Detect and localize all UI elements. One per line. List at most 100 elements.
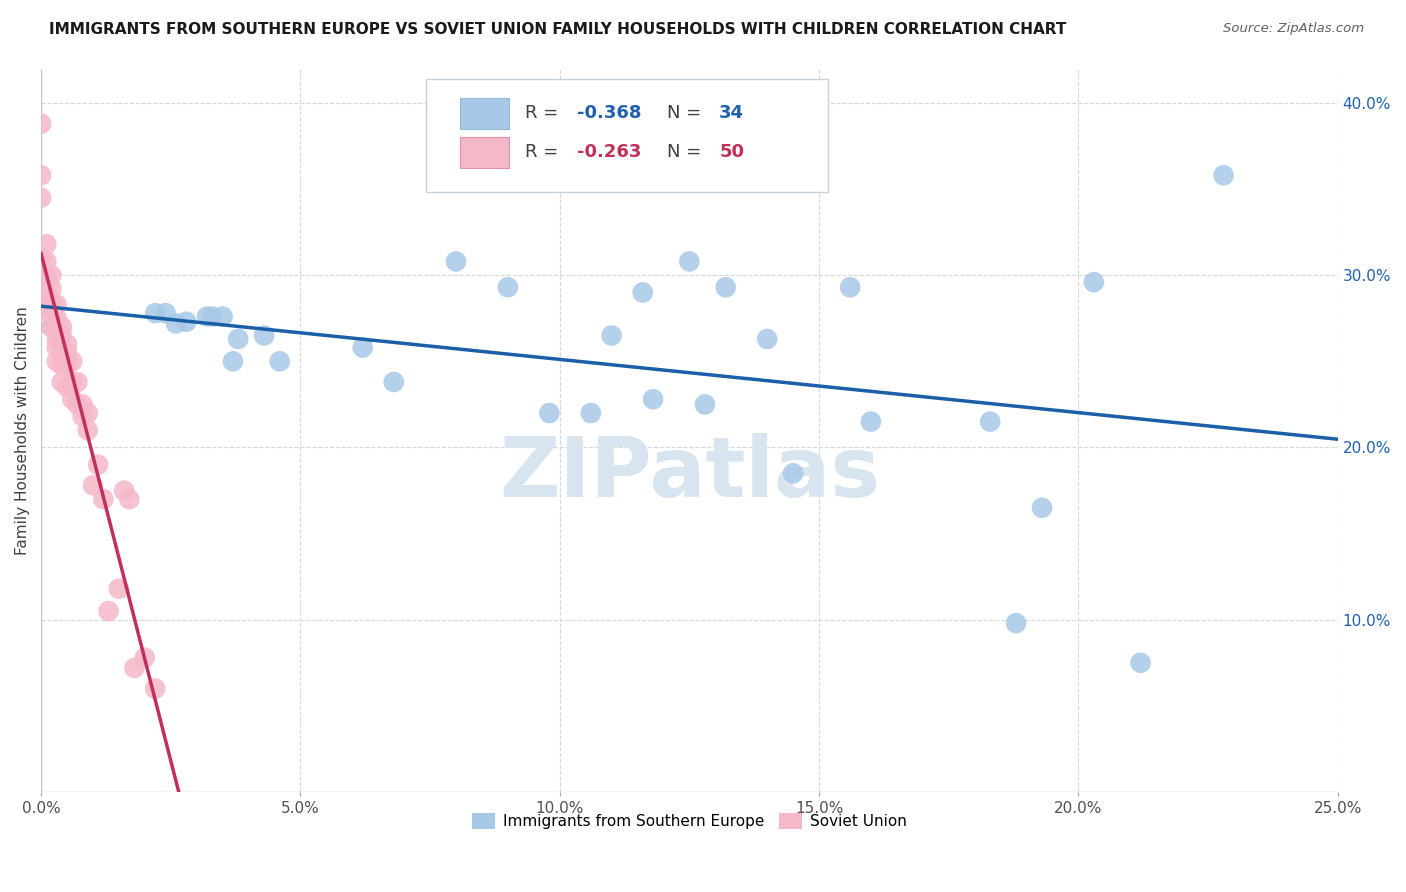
Point [41,282,63,296]
Text: -0.368: -0.368 [576,104,641,122]
Text: Source: ZipAtlas.com: Source: ZipAtlas.com [1223,22,1364,36]
Point [60,392,83,407]
Point [72,397,94,411]
Point [45,297,67,311]
Point [859,415,882,429]
Point [30,169,52,183]
Point [45,319,67,334]
Text: R =: R = [524,144,564,161]
Point [444,254,467,268]
Point [72,409,94,424]
Point [155,306,177,320]
Text: R =: R = [524,104,564,122]
Point [35,268,58,283]
Point [143,681,166,696]
Point [143,306,166,320]
Point [66,397,89,411]
FancyBboxPatch shape [426,79,828,192]
Point [176,315,198,329]
Point [76,423,98,437]
Point [41,268,63,283]
Point [124,661,146,675]
Point [30,191,52,205]
Point [35,271,58,285]
Point [56,345,79,359]
Point [600,328,623,343]
Text: 50: 50 [720,144,744,161]
Point [66,375,89,389]
Point [51,319,73,334]
Point [51,341,73,355]
Point [108,582,131,596]
Point [56,337,79,351]
Point [1005,616,1028,631]
Point [678,254,700,268]
Point [195,310,218,324]
Point [165,317,187,331]
Point [222,354,245,368]
Point [112,483,135,498]
Point [56,380,79,394]
Point [1031,500,1053,515]
Point [979,415,1001,429]
Point [641,392,664,407]
Point [693,397,716,411]
Point [496,280,519,294]
Point [538,406,561,420]
Text: IMMIGRANTS FROM SOUTHERN EUROPE VS SOVIET UNION FAMILY HOUSEHOLDS WITH CHILDREN : IMMIGRANTS FROM SOUTHERN EUROPE VS SOVIE… [49,22,1067,37]
Y-axis label: Family Households with Children: Family Households with Children [15,306,30,555]
Point [35,237,58,252]
Text: N =: N = [668,144,707,161]
Point [1212,169,1234,183]
Point [756,332,779,346]
Point [782,467,804,481]
Point [1129,656,1152,670]
Point [45,332,67,346]
Text: -0.263: -0.263 [576,144,641,161]
Point [35,285,58,300]
Point [41,306,63,320]
Point [41,294,63,309]
Point [51,375,73,389]
Point [211,310,233,324]
Point [93,492,115,507]
Legend: Immigrants from Southern Europe, Soviet Union: Immigrants from Southern Europe, Soviet … [465,806,912,835]
Point [134,650,156,665]
Point [352,341,374,355]
Point [51,358,73,372]
Point [35,254,58,268]
Point [41,319,63,334]
Point [45,311,67,326]
Point [1083,275,1105,289]
Point [82,478,104,492]
FancyBboxPatch shape [460,137,509,168]
Point [226,332,249,346]
Text: ZIPatlas: ZIPatlas [499,434,880,514]
Point [45,341,67,355]
Text: N =: N = [668,104,707,122]
Point [201,310,224,324]
Point [60,354,83,368]
Point [87,458,110,472]
Point [76,406,98,420]
Point [579,406,602,420]
Point [269,354,291,368]
Point [839,280,862,294]
Point [56,358,79,372]
Point [30,117,52,131]
Point [30,265,52,279]
Point [30,251,52,265]
Point [51,328,73,343]
Point [35,302,58,317]
Point [118,492,141,507]
Point [382,375,405,389]
Point [97,604,120,618]
Point [253,328,276,343]
Point [41,319,63,334]
FancyBboxPatch shape [460,98,509,128]
Point [60,375,83,389]
Point [45,354,67,368]
Point [631,285,654,300]
Text: 34: 34 [720,104,744,122]
Point [714,280,737,294]
